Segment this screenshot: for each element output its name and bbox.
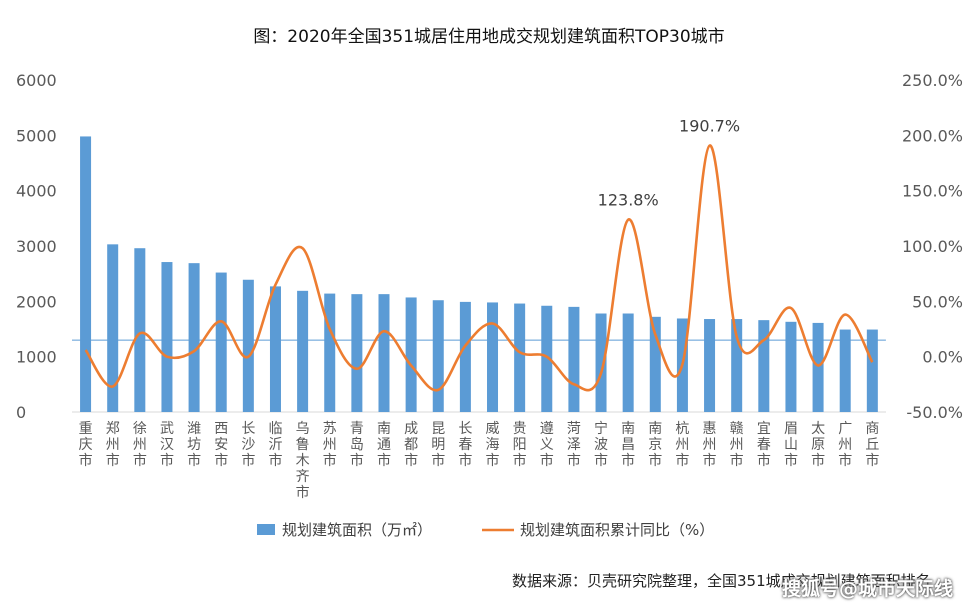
left-tick-label: 0 <box>16 403 26 422</box>
bar <box>704 319 716 412</box>
bar-series <box>80 136 878 412</box>
data-label: 123.8% <box>598 191 659 210</box>
bar <box>107 244 119 412</box>
x-tick-label: 威海市 <box>486 421 500 469</box>
x-tick-label: 成都市 <box>404 421 418 469</box>
left-tick-label: 1000 <box>16 348 57 367</box>
bar <box>459 301 471 412</box>
bar <box>80 136 92 412</box>
legend-line-label: 规划建筑面积累计同比（%） <box>520 521 714 539</box>
bar <box>405 297 417 412</box>
x-tick-label: 太原市 <box>811 421 825 469</box>
bar <box>215 272 227 412</box>
left-tick-label: 6000 <box>16 71 57 90</box>
x-tick-label: 苏州市 <box>323 421 337 469</box>
x-tick-label: 长春市 <box>458 421 472 469</box>
right-tick-label: 150.0% <box>902 182 963 201</box>
bar <box>134 248 146 412</box>
left-tick-label: 3000 <box>16 237 57 256</box>
bar <box>568 306 580 412</box>
x-tick-label: 宜春市 <box>757 421 771 469</box>
bar <box>622 313 634 412</box>
x-tick-label: 乌鲁木齐市 <box>296 421 310 501</box>
watermark: 搜狐号@城市天际线 <box>782 578 954 600</box>
bar <box>839 329 851 412</box>
bar <box>785 321 797 412</box>
left-tick-label: 2000 <box>16 292 57 311</box>
x-tick-label: 南京市 <box>648 421 662 469</box>
bar <box>595 313 607 412</box>
x-axis-labels: 重庆市郑州市徐州市武汉市潍坊市西安市长沙市临沂市乌鲁木齐市苏州市青岛市南通市成都… <box>79 420 880 501</box>
annotations: 123.8% 190.7% <box>598 117 740 210</box>
bar <box>188 263 200 412</box>
bar <box>514 303 526 412</box>
x-tick-label: 菏泽市 <box>567 421 581 469</box>
x-tick-label: 重庆市 <box>79 421 93 469</box>
right-tick-label: -50.0% <box>906 403 963 422</box>
x-tick-label: 宁波市 <box>594 420 608 469</box>
left-y-axis: 0 1000 2000 3000 4000 5000 6000 <box>16 71 57 422</box>
x-tick-label: 赣州市 <box>730 421 744 469</box>
bar <box>812 322 824 412</box>
x-tick-label: 遵义市 <box>540 420 554 469</box>
legend-bar-swatch <box>257 524 275 535</box>
bar <box>242 279 254 412</box>
x-tick-label: 贵阳市 <box>513 421 527 469</box>
bar <box>649 316 661 412</box>
right-tick-label: 0.0% <box>922 348 963 367</box>
bar <box>324 293 336 412</box>
x-tick-label: 长沙市 <box>241 421 255 469</box>
x-tick-label: 武汉市 <box>160 421 174 469</box>
yoy-line-series <box>84 144 874 392</box>
data-source-note: 数据来源：贝壳研究院整理，全国351城成交规划建筑面积排名 <box>512 572 931 590</box>
chart-title: 图：2020年全国351城居住用地成交规划建筑面积TOP30城市 <box>253 27 724 47</box>
bar <box>487 302 499 412</box>
x-tick-label: 南通市 <box>377 421 391 469</box>
x-tick-label: 郑州市 <box>106 421 120 469</box>
x-tick-label: 南昌市 <box>621 421 635 469</box>
bar <box>432 300 444 412</box>
left-tick-label: 4000 <box>16 182 57 201</box>
right-tick-label: 100.0% <box>902 237 963 256</box>
right-tick-label: 200.0% <box>902 126 963 145</box>
x-tick-label: 商丘市 <box>865 421 879 469</box>
bar <box>269 286 281 412</box>
legend[interactable]: 规划建筑面积（万㎡） 规划建筑面积累计同比（%） <box>257 521 714 539</box>
x-tick-label: 青岛市 <box>350 421 364 469</box>
bar <box>541 305 553 412</box>
x-tick-label: 潍坊市 <box>187 421 201 469</box>
bar <box>351 294 363 412</box>
x-tick-label: 临沂市 <box>268 421 282 469</box>
x-tick-label: 杭州市 <box>675 421 689 469</box>
bar <box>731 319 743 412</box>
x-tick-label: 西安市 <box>214 421 228 469</box>
bar <box>161 262 173 412</box>
bar <box>866 329 878 412</box>
legend-bar-label: 规划建筑面积（万㎡） <box>282 521 432 539</box>
left-tick-label: 5000 <box>16 126 57 145</box>
bar <box>297 290 309 412</box>
data-label: 190.7% <box>679 117 740 136</box>
x-tick-label: 徐州市 <box>133 421 147 469</box>
bar <box>378 294 390 412</box>
right-tick-label: 50.0% <box>912 292 963 311</box>
x-tick-label: 惠州市 <box>703 421 717 469</box>
x-tick-label: 广州市 <box>838 421 852 469</box>
right-tick-label: 250.0% <box>902 71 963 90</box>
bar <box>758 320 770 412</box>
x-tick-label: 昆明市 <box>431 421 445 469</box>
x-tick-label: 眉山市 <box>784 421 798 469</box>
right-y-axis: -50.0% 0.0% 50.0% 100.0% 150.0% 200.0% 250.0% <box>902 71 963 422</box>
